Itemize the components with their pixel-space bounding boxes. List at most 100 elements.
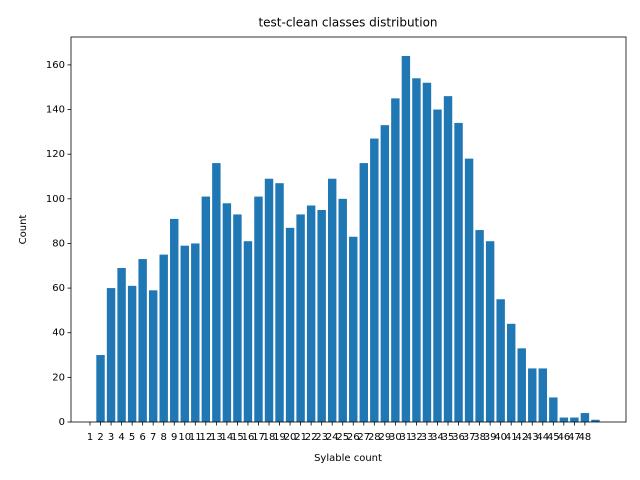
x-tick-label: 10: [178, 432, 191, 443]
bar: [349, 236, 358, 422]
bar: [443, 96, 453, 422]
bar: [285, 227, 295, 422]
bar: [485, 241, 495, 422]
bar: [464, 158, 474, 422]
x-tick-label: 30: [389, 432, 402, 443]
bar: [296, 214, 305, 422]
x-tick-label: 36: [452, 432, 465, 443]
x-tick-label: 41: [505, 432, 518, 443]
bar: [412, 78, 421, 422]
x-tick-label: 28: [368, 432, 381, 443]
x-tick-label: 18: [263, 432, 276, 443]
x-tick-label: 20: [284, 432, 297, 443]
x-tick-label: 31: [400, 432, 413, 443]
y-axis-title: Count: [18, 215, 29, 245]
bar: [148, 290, 158, 422]
x-tick-label: 33: [421, 432, 434, 443]
y-tick-label: 100: [46, 194, 65, 205]
bar: [212, 163, 221, 423]
y-tick-label: 160: [46, 60, 65, 71]
bar: [506, 323, 516, 422]
bar: [127, 285, 137, 422]
x-axis-title: Sylable count: [314, 453, 382, 464]
x-tick-label: 5: [129, 432, 135, 443]
x-tick-label: 7: [150, 432, 156, 443]
bar: [570, 417, 579, 422]
bar: [264, 178, 274, 422]
x-tick-label: 25: [336, 432, 349, 443]
bar: [538, 368, 548, 422]
x-tick-label: 35: [442, 432, 455, 443]
bar: [222, 203, 232, 422]
x-tick-label: 23: [315, 432, 328, 443]
x-tick-label: 21: [294, 432, 307, 443]
bar: [380, 125, 390, 422]
bar: [517, 348, 526, 422]
x-tick-label: 32: [410, 432, 423, 443]
x-tick-label: 40: [494, 432, 507, 443]
x-tick-label: 12: [199, 432, 212, 443]
x-tick-label: 46: [557, 432, 570, 443]
bar: [306, 205, 316, 422]
bar: [496, 299, 505, 422]
x-tick-label: 34: [431, 432, 444, 443]
x-tick-label: 11: [189, 432, 202, 443]
bar: [559, 417, 569, 422]
bar: [422, 82, 432, 422]
bar: [401, 55, 411, 423]
y-tick-label: 60: [52, 283, 65, 294]
bar: [580, 413, 590, 422]
bar: [370, 138, 379, 422]
x-tick-label: 13: [210, 432, 223, 443]
bar: [475, 230, 484, 422]
x-tick-label: 3: [108, 432, 114, 443]
x-tick-label: 43: [526, 432, 539, 443]
bar: [433, 109, 442, 423]
x-tick-label: 2: [97, 432, 103, 443]
bar: [359, 163, 368, 423]
x-tick-label: 19: [273, 432, 286, 443]
y-tick-label: 0: [59, 417, 65, 428]
bar: [454, 122, 463, 422]
x-tick-label: 27: [357, 432, 370, 443]
bar: [391, 98, 400, 423]
x-tick-label: 4: [118, 432, 124, 443]
x-tick-label: 39: [484, 432, 497, 443]
chart-title: test-clean classes distribution: [258, 16, 437, 30]
x-tick-label: 6: [139, 432, 145, 443]
x-tick-label: 42: [515, 432, 528, 443]
bar: [191, 243, 200, 422]
x-tick-label: 17: [252, 432, 265, 443]
y-tick-label: 140: [46, 105, 65, 116]
bar: [528, 368, 537, 422]
x-tick-label: 47: [568, 432, 581, 443]
bar: [327, 178, 337, 422]
x-tick-label: 24: [326, 432, 339, 443]
x-tick-label: 38: [473, 432, 486, 443]
bar: [180, 245, 189, 422]
bar: [117, 268, 126, 422]
bar: [159, 254, 168, 422]
bar: [233, 214, 242, 422]
bar: [138, 259, 147, 422]
y-tick-label: 20: [52, 372, 65, 383]
bar: [317, 209, 326, 422]
x-tick-label: 45: [547, 432, 560, 443]
bar: [338, 198, 347, 422]
x-tick-label: 48: [579, 432, 592, 443]
bar: [549, 397, 558, 422]
x-tick-label: 8: [161, 432, 167, 443]
x-tick-label: 9: [171, 432, 177, 443]
y-tick-label: 40: [52, 328, 65, 339]
bar: [243, 241, 253, 422]
x-tick-label: 44: [536, 432, 549, 443]
x-tick-label: 16: [242, 432, 255, 443]
x-tick-label: 29: [378, 432, 391, 443]
bar: [170, 218, 179, 422]
plot-frame: [70, 36, 627, 423]
bar: [254, 196, 263, 422]
x-tick-label: 22: [305, 432, 318, 443]
bar: [106, 288, 116, 422]
bar: [201, 196, 211, 422]
